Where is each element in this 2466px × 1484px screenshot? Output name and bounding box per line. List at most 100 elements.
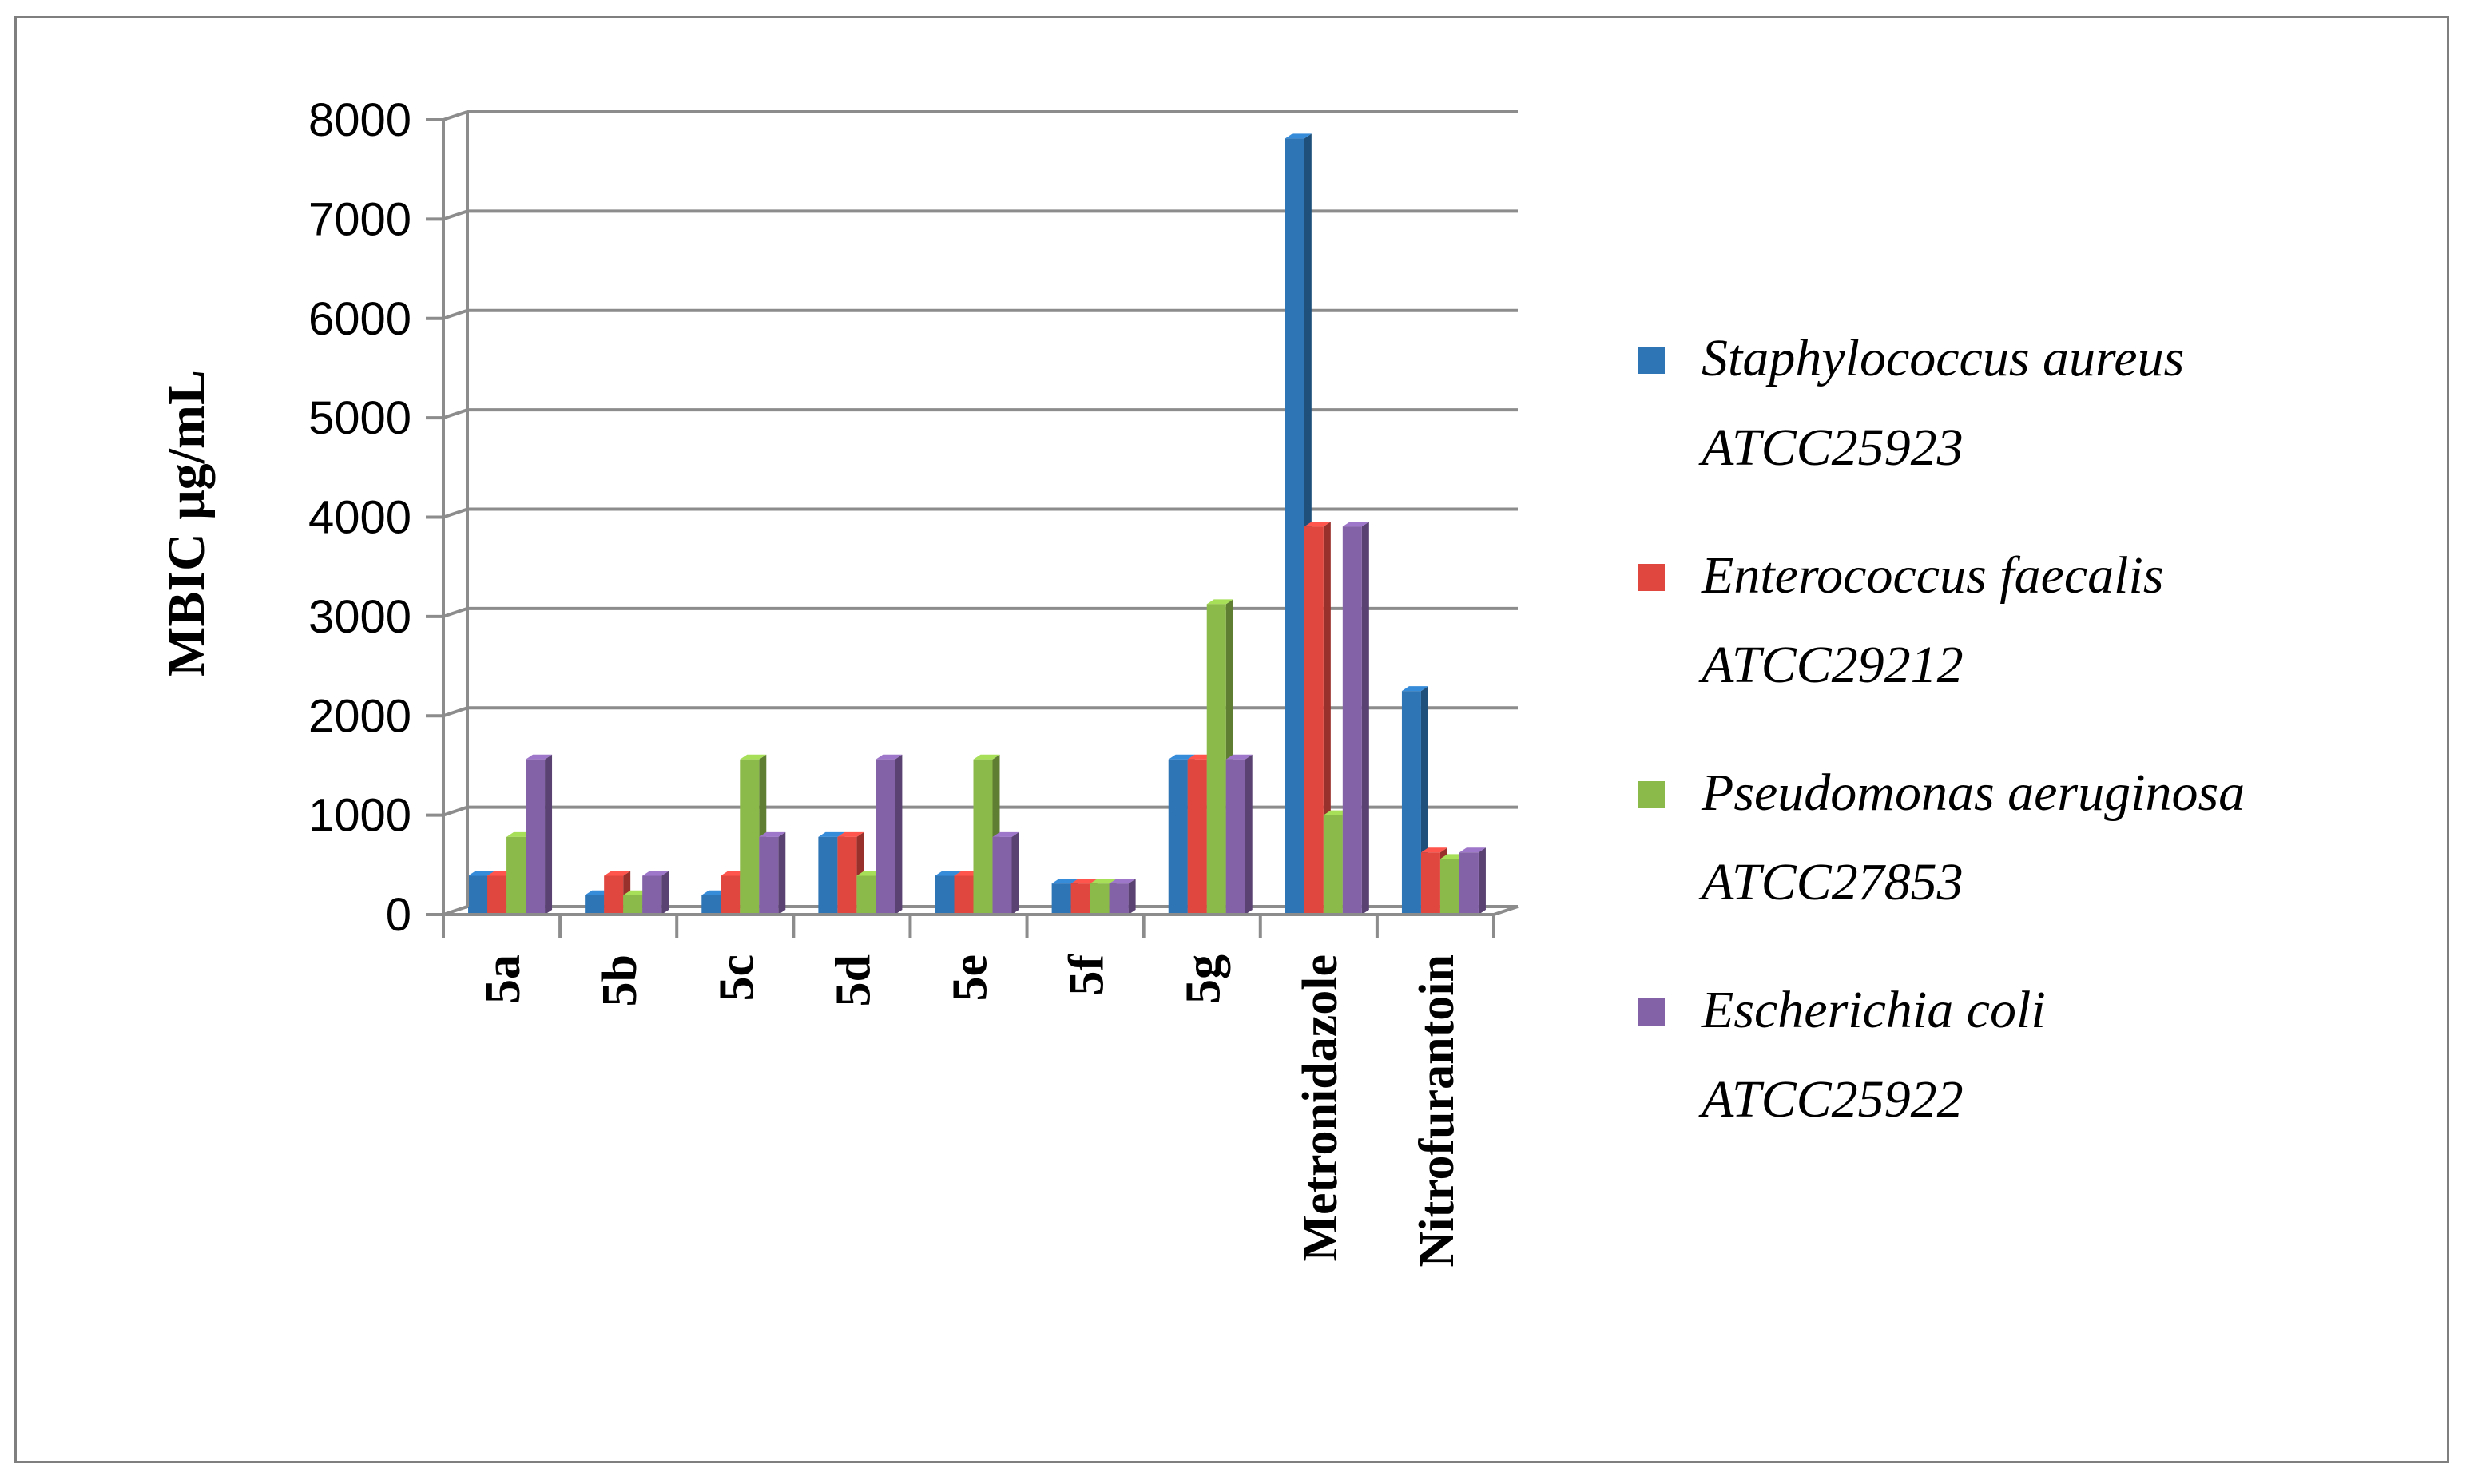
y-tick-label: 4000 — [308, 492, 411, 544]
bar-front — [1342, 526, 1362, 915]
bars — [468, 133, 1486, 915]
x-category-label: 5b — [593, 954, 647, 1006]
gridline-side — [443, 805, 468, 817]
legend-swatch — [1638, 564, 1665, 591]
legend-entry: Enterococcus faecalis ATCC29212 — [1638, 546, 2164, 694]
bar-top — [1285, 133, 1312, 139]
y-tick-label: 0 — [386, 889, 411, 941]
x-category-label: 5e — [943, 954, 998, 1002]
bar-top — [935, 871, 962, 876]
legend-series-strain: ATCC29212 — [1698, 636, 1964, 694]
bar-side — [778, 831, 786, 915]
x-category-label: 5d — [826, 954, 880, 1006]
bar-front — [1285, 138, 1304, 915]
bar-top — [1342, 522, 1369, 527]
bar-top — [1459, 847, 1486, 853]
bar-front — [1225, 759, 1245, 915]
x-category-label: 5g — [1177, 954, 1231, 1004]
bar-top — [837, 831, 864, 837]
bar-front — [876, 759, 895, 915]
bar-front — [701, 895, 721, 915]
bar-top — [468, 871, 495, 876]
bar-front — [992, 836, 1012, 915]
bar-side — [545, 754, 553, 915]
legend-series-name: Escherichia coli — [1701, 981, 2046, 1039]
bar-front — [1109, 883, 1129, 915]
x-category-label: 5a — [476, 954, 530, 1004]
bar-top — [759, 831, 786, 837]
bar — [1109, 879, 1136, 915]
bar-front — [1051, 883, 1071, 915]
legend: Staphylococcus aureus ATCC25923 Enterococc… — [1638, 329, 2245, 1129]
bar-top — [1168, 754, 1195, 760]
bar-top — [818, 831, 845, 837]
bar-front — [856, 875, 876, 915]
bar-top — [992, 831, 1019, 837]
gridline-side — [443, 507, 468, 519]
legend-swatch — [1638, 998, 1665, 1026]
gridline-side — [443, 110, 468, 121]
bar-top — [1401, 686, 1428, 692]
legend-swatch — [1638, 781, 1665, 808]
bar — [1439, 854, 1467, 915]
bar-front — [1439, 859, 1459, 915]
gridline-side — [443, 209, 468, 221]
y-tick-labels: 0 1000 2000 3000 4000 5000 6000 7000 8000 — [308, 94, 411, 941]
bar-front — [759, 836, 779, 915]
bar-front — [1401, 691, 1421, 915]
bar-front — [468, 875, 488, 915]
bar-front — [623, 895, 643, 915]
bar-top — [1070, 879, 1098, 884]
bar-side — [1245, 754, 1253, 915]
bar-front — [1323, 815, 1343, 915]
bar-front — [526, 759, 546, 915]
bar-side — [1128, 879, 1136, 915]
y-tick-label: 1000 — [308, 790, 411, 842]
bar-front — [585, 895, 605, 915]
bar-top — [1109, 879, 1136, 884]
bar-top — [604, 871, 631, 876]
bar-front — [721, 875, 741, 915]
bar-top — [526, 754, 553, 760]
legend-series-strain: ATCC25922 — [1698, 1070, 1964, 1129]
bar-top — [973, 754, 1000, 760]
x-axis-depth-edge — [1493, 905, 1519, 916]
gridline-side — [443, 706, 468, 718]
bar-front — [954, 875, 974, 915]
bar-side — [1011, 831, 1019, 915]
bar-front — [604, 875, 624, 915]
bar-side — [661, 871, 669, 915]
bar-side — [895, 754, 903, 915]
bar — [759, 831, 786, 915]
bar-top — [876, 754, 903, 760]
bar — [1342, 522, 1369, 915]
x-category-label: 5c — [709, 954, 764, 1002]
bar-front — [1459, 852, 1479, 915]
gridline-side — [443, 408, 468, 420]
bar — [526, 754, 553, 915]
bar-side — [1361, 522, 1369, 915]
bar-front — [1420, 852, 1440, 915]
y-tick-label: 5000 — [308, 392, 411, 444]
bar-front — [1070, 883, 1090, 915]
bar-front — [1168, 759, 1188, 915]
bar-top — [642, 871, 669, 876]
legend-series-name: Enterococcus faecalis — [1701, 546, 2164, 605]
bar-top — [1206, 599, 1233, 605]
bar-top — [1420, 847, 1447, 853]
legend-series-strain: ATCC25923 — [1698, 419, 1964, 477]
bar — [1459, 847, 1486, 915]
x-category-label: 5f — [1060, 954, 1114, 996]
legend-entry: Escherichia coli ATCC25922 — [1638, 981, 2046, 1129]
legend-entry: Staphylococcus aureus ATCC25923 — [1638, 329, 2184, 477]
legend-swatch — [1638, 347, 1665, 374]
bar-front — [1187, 759, 1207, 915]
y-tick-label: 3000 — [308, 591, 411, 643]
y-tick-label: 2000 — [308, 690, 411, 742]
x-category-label: Nitrofurantoin — [1410, 954, 1464, 1268]
bar — [992, 831, 1019, 915]
y-tick-label: 8000 — [308, 94, 411, 146]
legend-series-strain: ATCC27853 — [1698, 853, 1964, 911]
axes — [426, 112, 1519, 938]
